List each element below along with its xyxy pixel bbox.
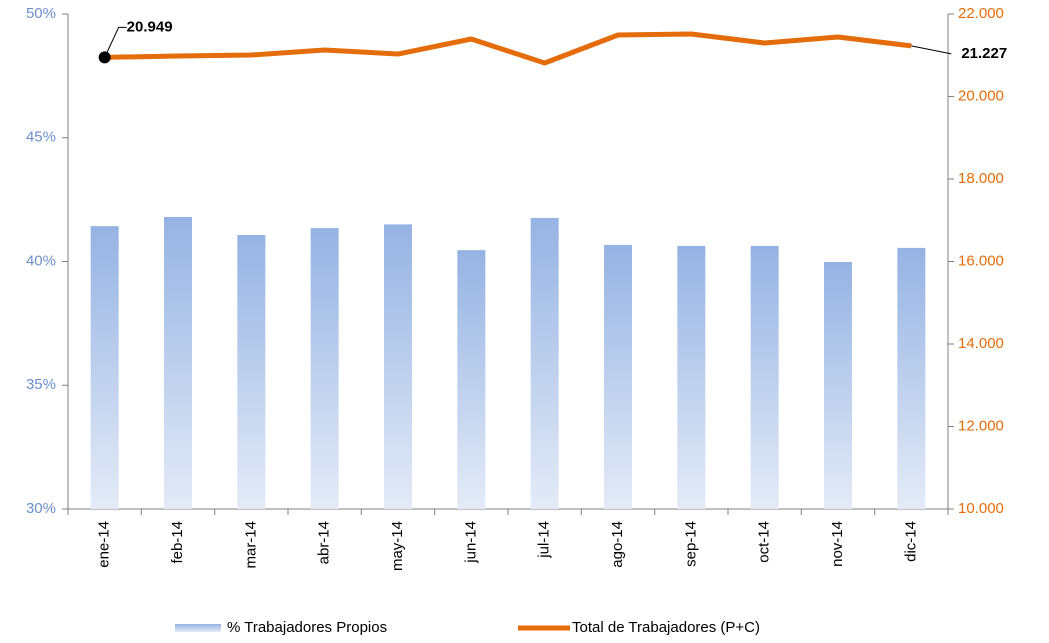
x-tick-label: sep-14 [682,521,699,567]
y2-tick-label: 10.000 [958,500,1004,517]
x-tick-label: jun-14 [462,521,479,564]
y2-tick-label: 18.000 [958,170,1004,187]
bar [677,245,706,509]
x-tick-label: nov-14 [829,521,846,567]
x-tick-label: mar-14 [242,521,259,569]
legend-label: % Trabajadores Propios [227,619,387,636]
x-tick-label: jul-14 [536,521,553,559]
data-label: 20.949 [127,18,173,35]
bar [384,224,412,509]
y2-tick-label: 12.000 [958,417,1004,434]
x-tick-label: abr-14 [316,521,333,564]
x-tick-label: oct-14 [756,521,773,563]
legend-label: Total de Trabajadores (P+C) [572,619,760,636]
bar [750,245,779,509]
y-tick-label: 35% [26,376,56,393]
y2-tick-label: 14.000 [958,335,1004,352]
callout-line [911,45,952,55]
bar [604,244,632,510]
y-tick-label: 30% [26,500,56,517]
bar [457,250,486,510]
x-tick-label: feb-14 [169,521,186,564]
bar [897,247,926,509]
callout-line [104,26,127,58]
bar [90,226,119,510]
x-tick-label: may-14 [389,521,406,571]
data-label: 21.227 [961,45,1007,62]
y-tick-label: 45% [26,129,56,146]
y-tick-label: 50% [26,5,56,22]
bar [824,261,852,509]
bar [164,216,192,509]
bar [530,217,559,509]
x-tick-label: ene-14 [96,521,113,568]
y-tick-label: 40% [26,252,56,269]
y2-tick-label: 20.000 [958,87,1004,104]
bar [310,228,339,509]
y2-tick-label: 16.000 [958,252,1004,269]
x-tick-label: ago-14 [609,521,626,568]
y2-tick-label: 22.000 [958,5,1004,22]
legend-swatch [175,624,221,632]
x-tick-label: dic-14 [902,521,919,562]
line-series [104,31,912,66]
bar [237,235,266,509]
